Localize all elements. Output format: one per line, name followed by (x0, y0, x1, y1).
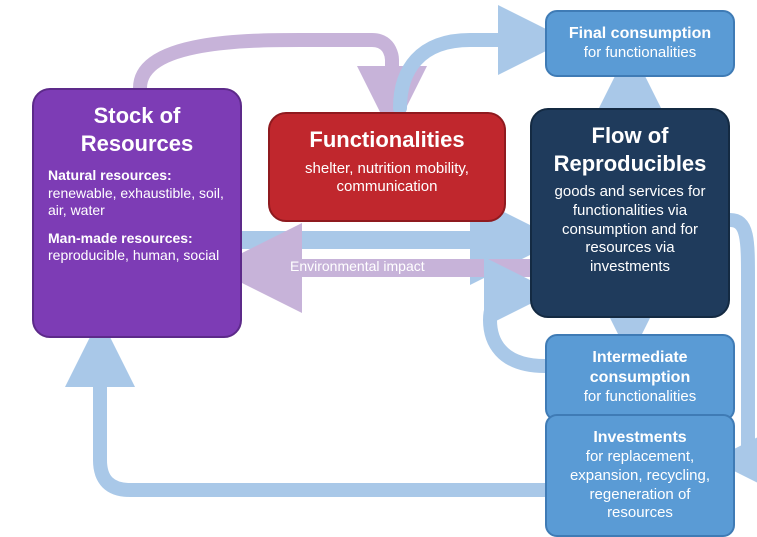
edge-label-flow-to-stock-env: Environmental impact (290, 258, 425, 274)
intermediate-subtitle: for functionalities (561, 388, 719, 407)
node-stock-of-resources: Stock of Resources Natural resources: re… (32, 88, 242, 338)
invest-subtitle: for replacement, expansion, recycling, r… (561, 448, 719, 523)
final-subtitle: for functionalities (561, 44, 719, 63)
node-investments: Investments for replacement, expansion, … (545, 414, 735, 537)
invest-title: Investments (561, 428, 719, 448)
stock-section-heading-0: Natural resources: (48, 167, 226, 185)
node-functionalities: Functionalities shelter, nutrition mobil… (268, 112, 506, 222)
func-subtitle: shelter, nutrition mobility, communicati… (284, 160, 490, 198)
stock-title: Stock of Resources (48, 102, 226, 157)
node-intermediate-consumption: Intermediate consumption for functionali… (545, 334, 735, 421)
edge-func-to-final (400, 40, 540, 108)
stock-section-heading-1: Man-made resources: (48, 230, 226, 248)
node-final-consumption: Final consumption for functionalities (545, 10, 735, 77)
flow-title: Flow of Reproducibles (546, 122, 714, 177)
func-title: Functionalities (284, 126, 490, 154)
node-flow-of-reproducibles: Flow of Reproducibles goods and services… (530, 108, 730, 318)
edge-invest-to-stock-bottom (100, 345, 545, 490)
flow-subtitle: goods and services for functionalities v… (546, 183, 714, 277)
stock-section-text-0: renewable, exhaustible, soil, air, water (48, 185, 226, 220)
stock-section-text-1: reproducible, human, social (48, 247, 226, 265)
final-title: Final consumption (561, 24, 719, 44)
intermediate-title: Intermediate consumption (561, 348, 719, 388)
